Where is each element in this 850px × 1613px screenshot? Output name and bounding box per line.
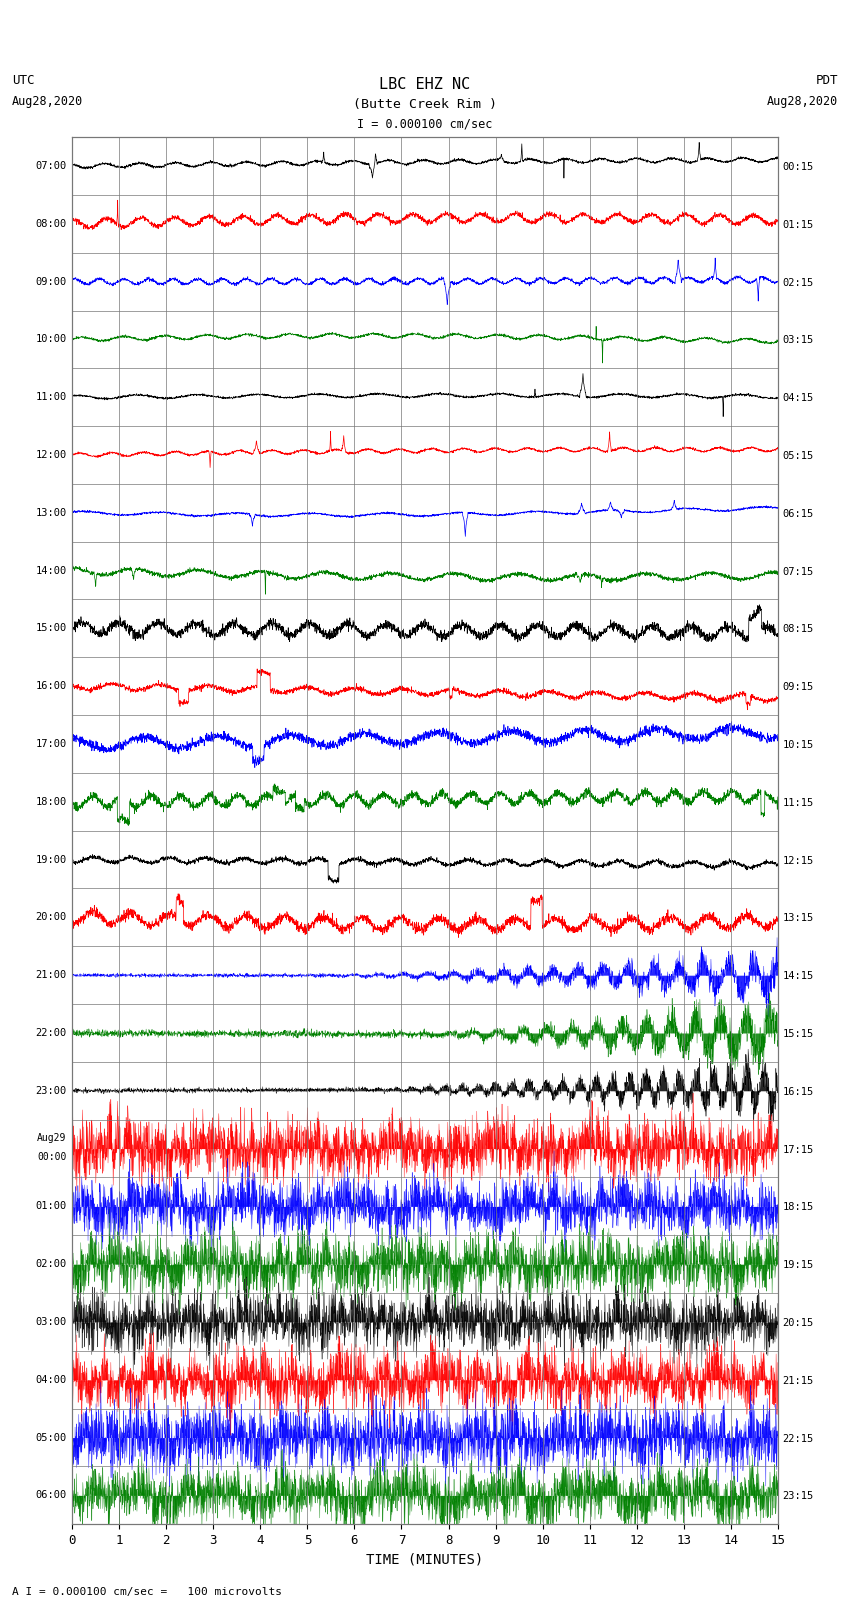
Text: 15:00: 15:00 bbox=[36, 623, 66, 634]
Text: 16:00: 16:00 bbox=[36, 681, 66, 692]
Text: 03:00: 03:00 bbox=[36, 1316, 66, 1327]
Text: 05:00: 05:00 bbox=[36, 1432, 66, 1442]
Text: 19:00: 19:00 bbox=[36, 855, 66, 865]
Text: 01:00: 01:00 bbox=[36, 1202, 66, 1211]
X-axis label: TIME (MINUTES): TIME (MINUTES) bbox=[366, 1553, 484, 1566]
Text: 09:00: 09:00 bbox=[36, 276, 66, 287]
Text: (Butte Creek Rim ): (Butte Creek Rim ) bbox=[353, 98, 497, 111]
Text: 06:00: 06:00 bbox=[36, 1490, 66, 1500]
Text: 02:00: 02:00 bbox=[36, 1260, 66, 1269]
Text: 22:00: 22:00 bbox=[36, 1027, 66, 1039]
Text: 04:00: 04:00 bbox=[36, 1374, 66, 1386]
Text: Aug28,2020: Aug28,2020 bbox=[12, 95, 83, 108]
Text: 13:00: 13:00 bbox=[36, 508, 66, 518]
Text: 21:00: 21:00 bbox=[36, 969, 66, 981]
Text: 12:00: 12:00 bbox=[36, 450, 66, 460]
Text: 11:00: 11:00 bbox=[36, 392, 66, 402]
Text: 08:00: 08:00 bbox=[36, 219, 66, 229]
Text: 20:00: 20:00 bbox=[36, 913, 66, 923]
Text: PDT: PDT bbox=[816, 74, 838, 87]
Text: UTC: UTC bbox=[12, 74, 34, 87]
Text: 23:00: 23:00 bbox=[36, 1086, 66, 1095]
Text: 17:00: 17:00 bbox=[36, 739, 66, 748]
Text: 14:00: 14:00 bbox=[36, 566, 66, 576]
Text: Aug29: Aug29 bbox=[37, 1134, 66, 1144]
Text: 18:00: 18:00 bbox=[36, 797, 66, 806]
Text: Aug28,2020: Aug28,2020 bbox=[767, 95, 838, 108]
Text: LBC EHZ NC: LBC EHZ NC bbox=[379, 77, 471, 92]
Text: 00:00: 00:00 bbox=[37, 1152, 66, 1163]
Text: 10:00: 10:00 bbox=[36, 334, 66, 345]
Text: I = 0.000100 cm/sec: I = 0.000100 cm/sec bbox=[357, 118, 493, 131]
Text: A I = 0.000100 cm/sec =   100 microvolts: A I = 0.000100 cm/sec = 100 microvolts bbox=[12, 1587, 282, 1597]
Text: 07:00: 07:00 bbox=[36, 161, 66, 171]
